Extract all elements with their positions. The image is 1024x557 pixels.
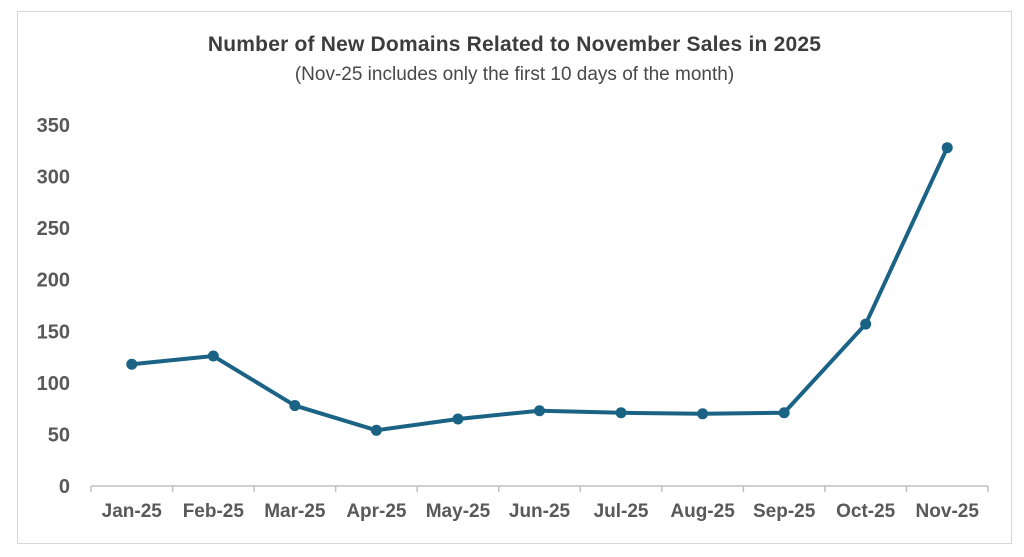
y-axis-tick-label: 200	[37, 270, 70, 292]
data-point-marker	[941, 142, 953, 154]
y-axis-tick-label: 300	[37, 167, 70, 189]
x-axis-tick-label: May-25	[426, 501, 491, 522]
data-point-marker	[697, 408, 709, 420]
data-point-marker	[370, 424, 382, 436]
y-axis-tick-label: 50	[48, 424, 70, 446]
x-axis-tick-label: Feb-25	[183, 501, 245, 522]
y-axis-tick-label: 250	[37, 218, 70, 240]
x-axis-tick-label: Aug-25	[670, 501, 735, 522]
x-axis-tick-label: Sep-25	[753, 501, 816, 522]
y-axis-tick-label: 100	[37, 373, 70, 395]
x-axis-tick-label: Jun-25	[509, 501, 571, 522]
x-axis-tick-label: Nov-25	[916, 501, 980, 522]
chart-subtitle: (Nov-25 includes only the first 10 days …	[294, 64, 735, 85]
data-point-marker	[615, 407, 627, 419]
y-axis-tick-label: 350	[37, 115, 70, 137]
chart-title: Number of New Domains Related to Novembe…	[207, 33, 822, 56]
x-axis-tick-label: Apr-25	[346, 501, 407, 522]
data-point-marker	[289, 400, 301, 412]
x-axis-tick-label: Oct-25	[836, 501, 896, 522]
data-point-marker	[778, 407, 790, 419]
data-series-line	[129, 145, 950, 433]
line-chart-plot: 0 50 100 150 200 250 300 350 Jan-25 Feb-25 Mar-25 A…	[37, 115, 989, 522]
chart-frame: Number of New Domains Related to Novembe…	[17, 11, 1012, 544]
data-point-marker	[207, 350, 219, 362]
data-point-marker	[126, 358, 138, 370]
data-point-marker	[452, 413, 464, 425]
x-axis-tick-label: Mar-25	[264, 501, 326, 522]
x-axis-tick-label: Jan-25	[102, 501, 163, 522]
data-point-marker	[860, 318, 872, 330]
x-axis-tick-label: Jul-25	[594, 501, 649, 522]
y-axis-tick-label: 150	[37, 321, 70, 343]
data-point-marker	[534, 405, 545, 417]
y-axis-tick-label: 0	[59, 476, 70, 498]
